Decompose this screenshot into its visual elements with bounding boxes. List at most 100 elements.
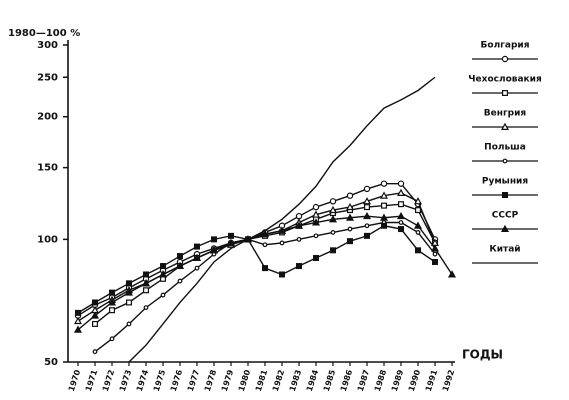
x-axis-title: ГОДЫ (462, 348, 503, 362)
point (160, 292, 166, 298)
point (74, 309, 81, 316)
point (125, 280, 132, 287)
point (313, 233, 319, 239)
series-line (77, 225, 436, 314)
point (279, 240, 285, 246)
point (296, 263, 303, 270)
point (379, 191, 389, 199)
x-tick-label: 1979 (220, 368, 236, 392)
y-tick-label: 300 (37, 40, 58, 51)
point (313, 255, 320, 262)
x-tick-label: 1976 (169, 368, 185, 392)
point (364, 223, 370, 229)
point (447, 270, 457, 278)
legend-marker (500, 224, 510, 232)
point (311, 210, 321, 218)
x-tick-label: 1973 (118, 369, 133, 393)
legend-label: Румыния (482, 177, 528, 187)
point (158, 270, 168, 278)
legend-label: Польша (484, 143, 526, 153)
point (413, 221, 423, 229)
y-tick-label: 50 (44, 357, 58, 368)
x-tick-label: 1972 (101, 369, 116, 393)
point (160, 263, 167, 270)
y-tick-label: 250 (37, 72, 58, 83)
y-tick-label: 150 (37, 163, 58, 174)
legend-marker (501, 55, 509, 63)
point (329, 198, 337, 205)
point (211, 236, 218, 243)
x-tick-label: 1984 (305, 368, 321, 392)
point (260, 229, 270, 238)
point (279, 271, 286, 278)
point (143, 287, 150, 294)
x-tick-label: 1974 (135, 368, 151, 392)
point (415, 247, 422, 254)
point (175, 261, 185, 270)
point (143, 271, 150, 278)
x-tick-label: 1992 (441, 369, 456, 393)
point (228, 232, 235, 239)
point (91, 320, 98, 327)
point (430, 244, 440, 252)
point (192, 253, 202, 262)
point (396, 211, 406, 220)
y-axis-title: 1980—100 % (8, 28, 80, 39)
point (364, 232, 371, 239)
point (226, 238, 236, 246)
point (398, 201, 405, 208)
point (381, 222, 388, 229)
legend-marker (502, 89, 509, 96)
point (294, 221, 304, 229)
x-tick-label: 1980 (237, 368, 253, 392)
point (364, 204, 371, 211)
point (92, 349, 98, 355)
x-tick-label: 1987 (356, 369, 371, 393)
point (396, 188, 406, 196)
point (328, 215, 338, 223)
point (413, 197, 423, 205)
x-tick-label: 1971 (84, 368, 100, 392)
point (108, 307, 115, 314)
point (108, 289, 115, 296)
point (347, 226, 353, 232)
point (143, 305, 149, 310)
point (177, 278, 183, 284)
point (311, 218, 321, 226)
x-tick-label: 1977 (186, 369, 201, 393)
series-line (128, 76, 436, 363)
x-tick-label: 1982 (271, 369, 286, 393)
point (295, 212, 303, 220)
point (398, 226, 405, 233)
series-line (94, 221, 436, 353)
point (296, 236, 302, 242)
point (73, 316, 83, 325)
point (262, 265, 269, 272)
point (177, 253, 184, 260)
point (126, 321, 132, 327)
x-tick-label: 1990 (407, 368, 423, 392)
point (346, 192, 354, 199)
legend-label: Венгрия (484, 109, 527, 119)
point (277, 226, 287, 234)
point (415, 207, 422, 214)
point (345, 202, 355, 211)
x-tick-label: 1988 (373, 368, 389, 392)
x-tick-label: 1970 (67, 368, 83, 392)
point (362, 211, 372, 220)
y-tick-label: 200 (37, 112, 58, 123)
point (209, 246, 219, 254)
point (328, 205, 338, 214)
legend-label: Чехословакия (468, 75, 542, 85)
point (194, 265, 200, 271)
point (363, 185, 371, 193)
x-tick-label: 1978 (203, 368, 219, 392)
point (124, 288, 134, 296)
point (312, 203, 320, 211)
point (194, 243, 201, 250)
legend-marker (502, 192, 509, 199)
point (398, 220, 404, 225)
x-tick-label: 1981 (254, 368, 270, 392)
legend-label: Болгария (481, 41, 530, 51)
